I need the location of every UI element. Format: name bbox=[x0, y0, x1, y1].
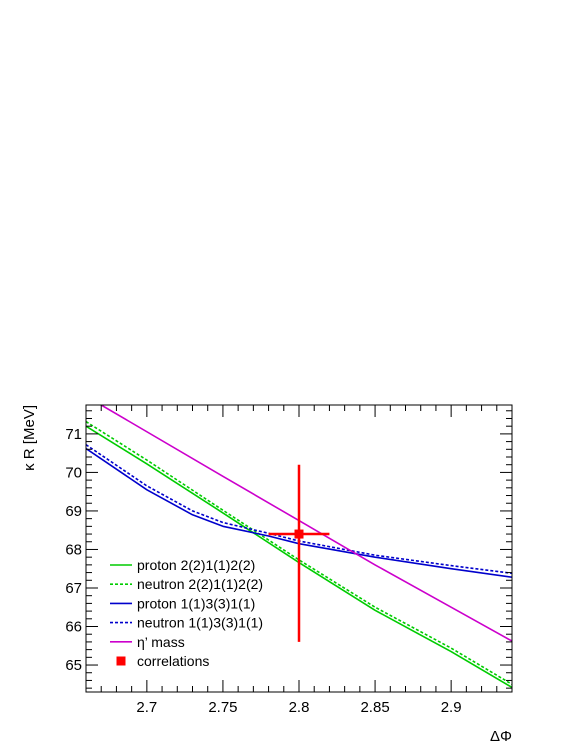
y-tick-label: 65 bbox=[65, 657, 82, 674]
series-line-mass bbox=[100, 405, 512, 642]
y-tick-label: 69 bbox=[65, 503, 82, 520]
data-layer bbox=[86, 405, 512, 689]
legend-label-correlations: correlations bbox=[137, 653, 209, 669]
x-tick-label: 2.85 bbox=[360, 699, 389, 716]
legend-label-neutron-2-2-1-1-2-2: neutron 2(2)1(1)2(2) bbox=[137, 576, 263, 592]
x-axis-title: ΔΦ bbox=[490, 728, 512, 745]
x-tick-label: 2.9 bbox=[441, 699, 462, 716]
ticks-layer: 2.7 2.75 2.8 2.85 2.9 65 66 67 68 69 70 71 bbox=[65, 405, 513, 716]
legend-swatch-correlations bbox=[116, 656, 126, 666]
x-tick-label: 2.75 bbox=[208, 699, 237, 716]
series-group bbox=[86, 405, 512, 689]
x-tick-label: 2.8 bbox=[289, 699, 310, 716]
series-line-neutron-2-2-1-1-2-2 bbox=[86, 420, 512, 685]
legend-label-proton-2-2-1-1-2-2: proton 2(2)1(1)2(2) bbox=[137, 557, 255, 573]
y-axis-title: κ R [MeV] bbox=[21, 405, 38, 471]
y-tick-label: 66 bbox=[65, 619, 82, 636]
legend-label-proton-1-1-3-3-1-1: proton 1(1)3(3)1(1) bbox=[137, 595, 255, 611]
y-tick-label: 67 bbox=[65, 580, 82, 597]
legend-label-neutron-1-1-3-3-1-1: neutron 1(1)3(3)1(1) bbox=[137, 615, 263, 631]
legend-label-mass: η’ mass bbox=[137, 634, 185, 650]
y-tick-label: 68 bbox=[65, 541, 82, 558]
data-point-correlations bbox=[294, 529, 304, 539]
y-tick-label: 71 bbox=[65, 426, 82, 443]
series-line-proton-1-1-3-3-1-1 bbox=[86, 447, 512, 578]
x-tick-label: 2.7 bbox=[136, 699, 157, 716]
y-tick-label: 70 bbox=[65, 464, 82, 481]
legend: proton 2(2)1(1)2(2) neutron 2(2)1(1)2(2) p… bbox=[110, 557, 263, 669]
